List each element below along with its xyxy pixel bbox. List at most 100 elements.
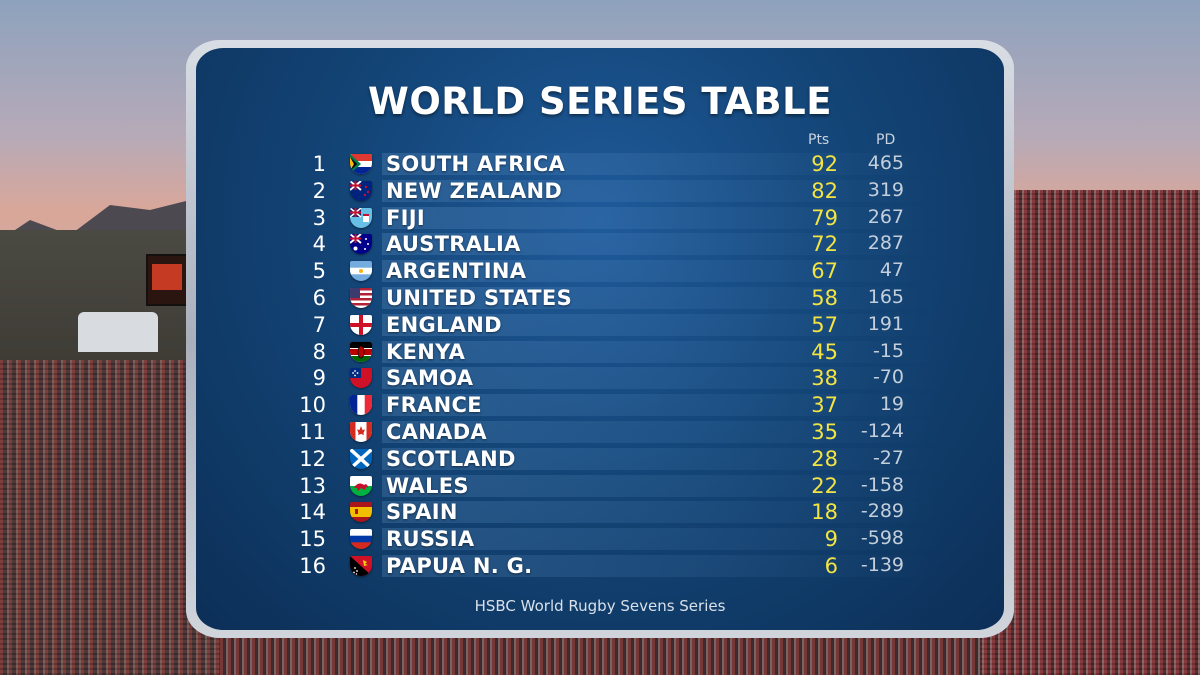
team-point-difference: -27 xyxy=(872,446,904,469)
table-row: 11 CANADA 35 -124 xyxy=(196,418,1004,445)
team-points: 22 xyxy=(811,473,838,498)
team-point-difference: 19 xyxy=(879,393,904,416)
team-point-difference: 191 xyxy=(867,312,904,335)
team-name: SOUTH AFRICA xyxy=(386,152,566,176)
rank-position: 6 xyxy=(312,286,326,310)
row-stripe xyxy=(382,367,942,390)
table-row: 5 ARGENTINA 67 47 xyxy=(196,257,1004,284)
row-stripe xyxy=(382,206,942,229)
table-row: 2 NEW ZEALAND 82 319 xyxy=(196,177,1004,204)
row-stripe xyxy=(382,179,942,202)
scoreboard-screen xyxy=(152,264,182,290)
rank-position: 14 xyxy=(299,500,326,525)
team-point-difference: -139 xyxy=(860,554,904,576)
scotland-flag-icon xyxy=(350,448,372,469)
team-points: 79 xyxy=(811,205,838,230)
row-stripe xyxy=(382,555,942,577)
team-name: NEW ZEALAND xyxy=(386,178,563,203)
standings-panel: WORLD SERIES TABLE Pts PD 1 SOUTH AFRICA 9… xyxy=(196,48,1004,630)
team-name: SCOTLAND xyxy=(386,446,516,471)
team-name: FIJI xyxy=(386,205,425,230)
row-stripe xyxy=(382,233,942,256)
rank-position: 12 xyxy=(299,446,326,471)
team-name: AUSTRALIA xyxy=(386,232,521,257)
rank-position: 16 xyxy=(299,554,326,578)
team-points: 92 xyxy=(811,152,838,176)
team-points: 58 xyxy=(811,286,838,310)
table-row: 12 SCOTLAND 28 -27 xyxy=(196,445,1004,472)
team-name: RUSSIA xyxy=(386,527,475,552)
team-points: 45 xyxy=(811,339,838,364)
team-points: 6 xyxy=(824,554,838,578)
papua-new-guinea-flag-icon xyxy=(350,556,372,576)
team-points: 57 xyxy=(811,312,838,337)
team-points: 35 xyxy=(811,420,838,444)
team-points: 38 xyxy=(811,366,838,391)
rank-position: 7 xyxy=(312,312,326,337)
team-point-difference: 465 xyxy=(867,152,904,174)
team-points: 72 xyxy=(811,232,838,257)
table-row: 3 FIJI 79 267 xyxy=(196,204,1004,231)
team-points: 28 xyxy=(811,446,838,471)
canada-flag-icon xyxy=(350,422,372,442)
team-point-difference: -158 xyxy=(860,473,904,496)
rank-position: 1 xyxy=(312,152,326,176)
row-stripe xyxy=(382,260,942,283)
team-points: 9 xyxy=(824,527,838,552)
table-row: 15 RUSSIA 9 -598 xyxy=(196,525,1004,552)
team-name: WALES xyxy=(386,473,469,498)
team-name: SPAIN xyxy=(386,500,458,525)
united-states-flag-icon xyxy=(350,288,372,308)
tent xyxy=(78,312,158,352)
row-stripe xyxy=(382,153,942,175)
team-points: 82 xyxy=(811,178,838,203)
points-column-header: Pts xyxy=(808,132,830,148)
team-point-difference: 267 xyxy=(867,205,904,228)
spain-flag-icon xyxy=(350,502,372,523)
point-difference-column-header: PD xyxy=(876,132,896,148)
south-africa-flag-icon xyxy=(350,154,372,174)
team-point-difference: -598 xyxy=(860,527,904,550)
rank-position: 11 xyxy=(299,420,326,444)
table-row: 13 WALES 22 -158 xyxy=(196,472,1004,499)
team-points: 37 xyxy=(811,393,838,418)
row-stripe xyxy=(382,313,942,336)
row-stripe xyxy=(382,394,942,417)
table-row: 6 UNITED STATES 58 165 xyxy=(196,284,1004,311)
new-zealand-flag-icon xyxy=(350,180,372,201)
rank-position: 15 xyxy=(299,527,326,552)
team-name: CANADA xyxy=(386,420,487,444)
row-stripe xyxy=(382,287,942,309)
team-name: KENYA xyxy=(386,339,466,364)
russia-flag-icon xyxy=(350,529,372,550)
wales-flag-icon xyxy=(350,475,372,496)
france-flag-icon xyxy=(350,395,372,416)
team-name: ARGENTINA xyxy=(386,259,527,284)
stadium-scoreboard xyxy=(146,254,190,306)
row-stripe xyxy=(382,528,942,551)
team-name: SAMOA xyxy=(386,366,474,391)
table-row: 1 SOUTH AFRICA 92 465 xyxy=(196,150,1004,177)
team-point-difference: -289 xyxy=(860,500,904,523)
rank-position: 5 xyxy=(312,259,326,284)
team-point-difference: -70 xyxy=(872,366,904,389)
fiji-flag-icon xyxy=(350,207,372,228)
rank-position: 10 xyxy=(299,393,326,418)
rank-position: 9 xyxy=(312,366,326,391)
team-point-difference: 47 xyxy=(879,259,904,282)
rank-position: 2 xyxy=(312,178,326,203)
team-name: UNITED STATES xyxy=(386,286,572,310)
team-name: PAPUA N. G. xyxy=(386,554,533,578)
rank-position: 8 xyxy=(312,339,326,364)
rank-position: 4 xyxy=(312,232,326,257)
panel-title: WORLD SERIES TABLE xyxy=(368,80,832,123)
team-points: 18 xyxy=(811,500,838,525)
row-stripe xyxy=(382,474,942,497)
team-point-difference: -124 xyxy=(860,420,904,442)
series-footer: HSBC World Rugby Sevens Series xyxy=(474,597,726,615)
team-points: 67 xyxy=(811,259,838,284)
row-stripe xyxy=(382,447,942,470)
team-name: FRANCE xyxy=(386,393,482,418)
table-row: 16 PAPUA N. G. 6 -139 xyxy=(196,552,1004,579)
row-stripe xyxy=(382,501,942,524)
